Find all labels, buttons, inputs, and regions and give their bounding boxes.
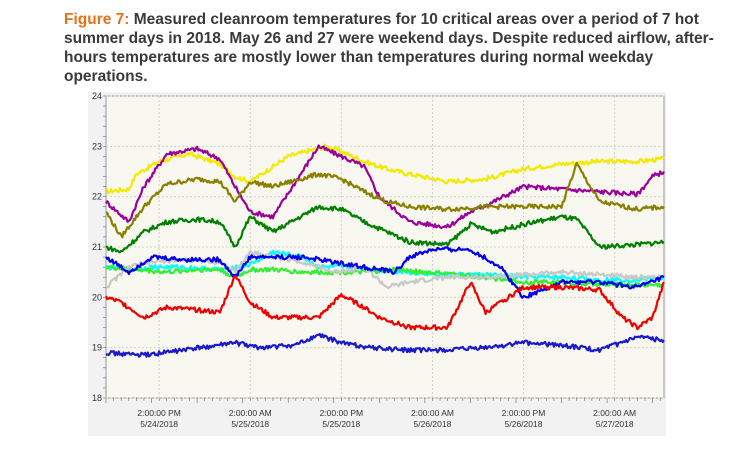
x-tick-label: 2:00:00 AM 5/25/2018 [229,408,272,429]
series-line-10 [105,332,665,358]
y-axis: 18 19 20 21 22 23 24 [92,91,106,403]
y-tick-label: 20 [92,292,102,302]
x-tick-label: 2:00:00 AM 5/26/2018 [411,408,454,429]
x-tick-label: 2:00:00 PM 5/24/2018 [137,408,180,429]
y-tick-label: 23 [92,141,102,151]
figure-caption: Figure 7: Measured cleanroom temperature… [64,10,734,86]
series-line-4 [105,204,665,254]
y-tick-label: 21 [92,242,102,252]
y-tick-label: 22 [92,192,102,202]
y-tick-label: 18 [92,393,102,403]
x-tick-label: 2:00:00 PM 5/25/2018 [320,408,363,429]
series-line-1 [105,143,665,195]
caption-text: Measured cleanroom temperatures for 10 c… [64,11,714,85]
series-line-8 [105,246,665,299]
series-line-3 [105,161,665,239]
y-tick-label: 24 [92,91,102,101]
series-layer [104,143,665,358]
figure-label: Figure 7: [64,11,130,28]
x-tick-label: 2:00:00 PM 5/26/2018 [502,408,545,429]
plot-area [105,95,665,399]
x-tick-label: 2:00:00 AM 5/27/2018 [593,408,636,429]
x-axis: 2:00:00 PM 5/24/2018 2:00:00 AM 5/25/2018 2:… [105,398,661,429]
y-tick-label: 19 [92,343,102,353]
series-line-9 [104,275,665,331]
